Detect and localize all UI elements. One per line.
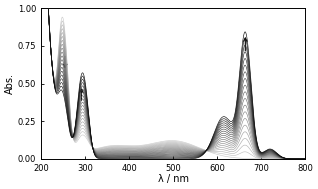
X-axis label: λ / nm: λ / nm [158,174,189,184]
Y-axis label: Abs.: Abs. [5,73,15,94]
